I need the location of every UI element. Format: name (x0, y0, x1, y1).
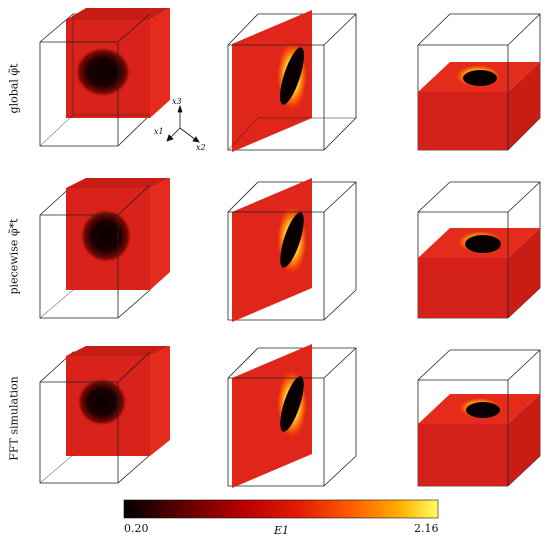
axis-label-x3: x3 (172, 97, 182, 106)
panel-r3-c1 (39, 346, 170, 484)
panel-r1-c3 (417, 13, 541, 151)
panel-r3-c3 (417, 349, 541, 487)
colorbar (123, 499, 439, 519)
colorbar-min-label: 0.20 (124, 522, 149, 535)
panel-r2-c2 (227, 178, 357, 322)
panel-r2-c1 (39, 178, 170, 319)
colorbar-gradient (123, 499, 439, 519)
axis-label-x1: x1 (154, 127, 164, 136)
row-label-fft: FFT simulation (7, 376, 21, 461)
colorbar-max-label: 2.16 (414, 522, 439, 535)
axes-triad: x3 x1 x2 (154, 97, 206, 152)
row-label-global: global φ̃t (7, 63, 21, 114)
colorbar-quantity-label: E1 (274, 524, 290, 537)
panel-r1-c1 (39, 8, 170, 147)
panel-r2-c3 (417, 181, 541, 319)
axis-label-x2: x2 (196, 143, 206, 152)
panel-r3-c2 (227, 344, 357, 488)
row-label-piecewise: piecewise φ̃*t (7, 218, 21, 295)
panel-r1-c2 (227, 10, 357, 152)
